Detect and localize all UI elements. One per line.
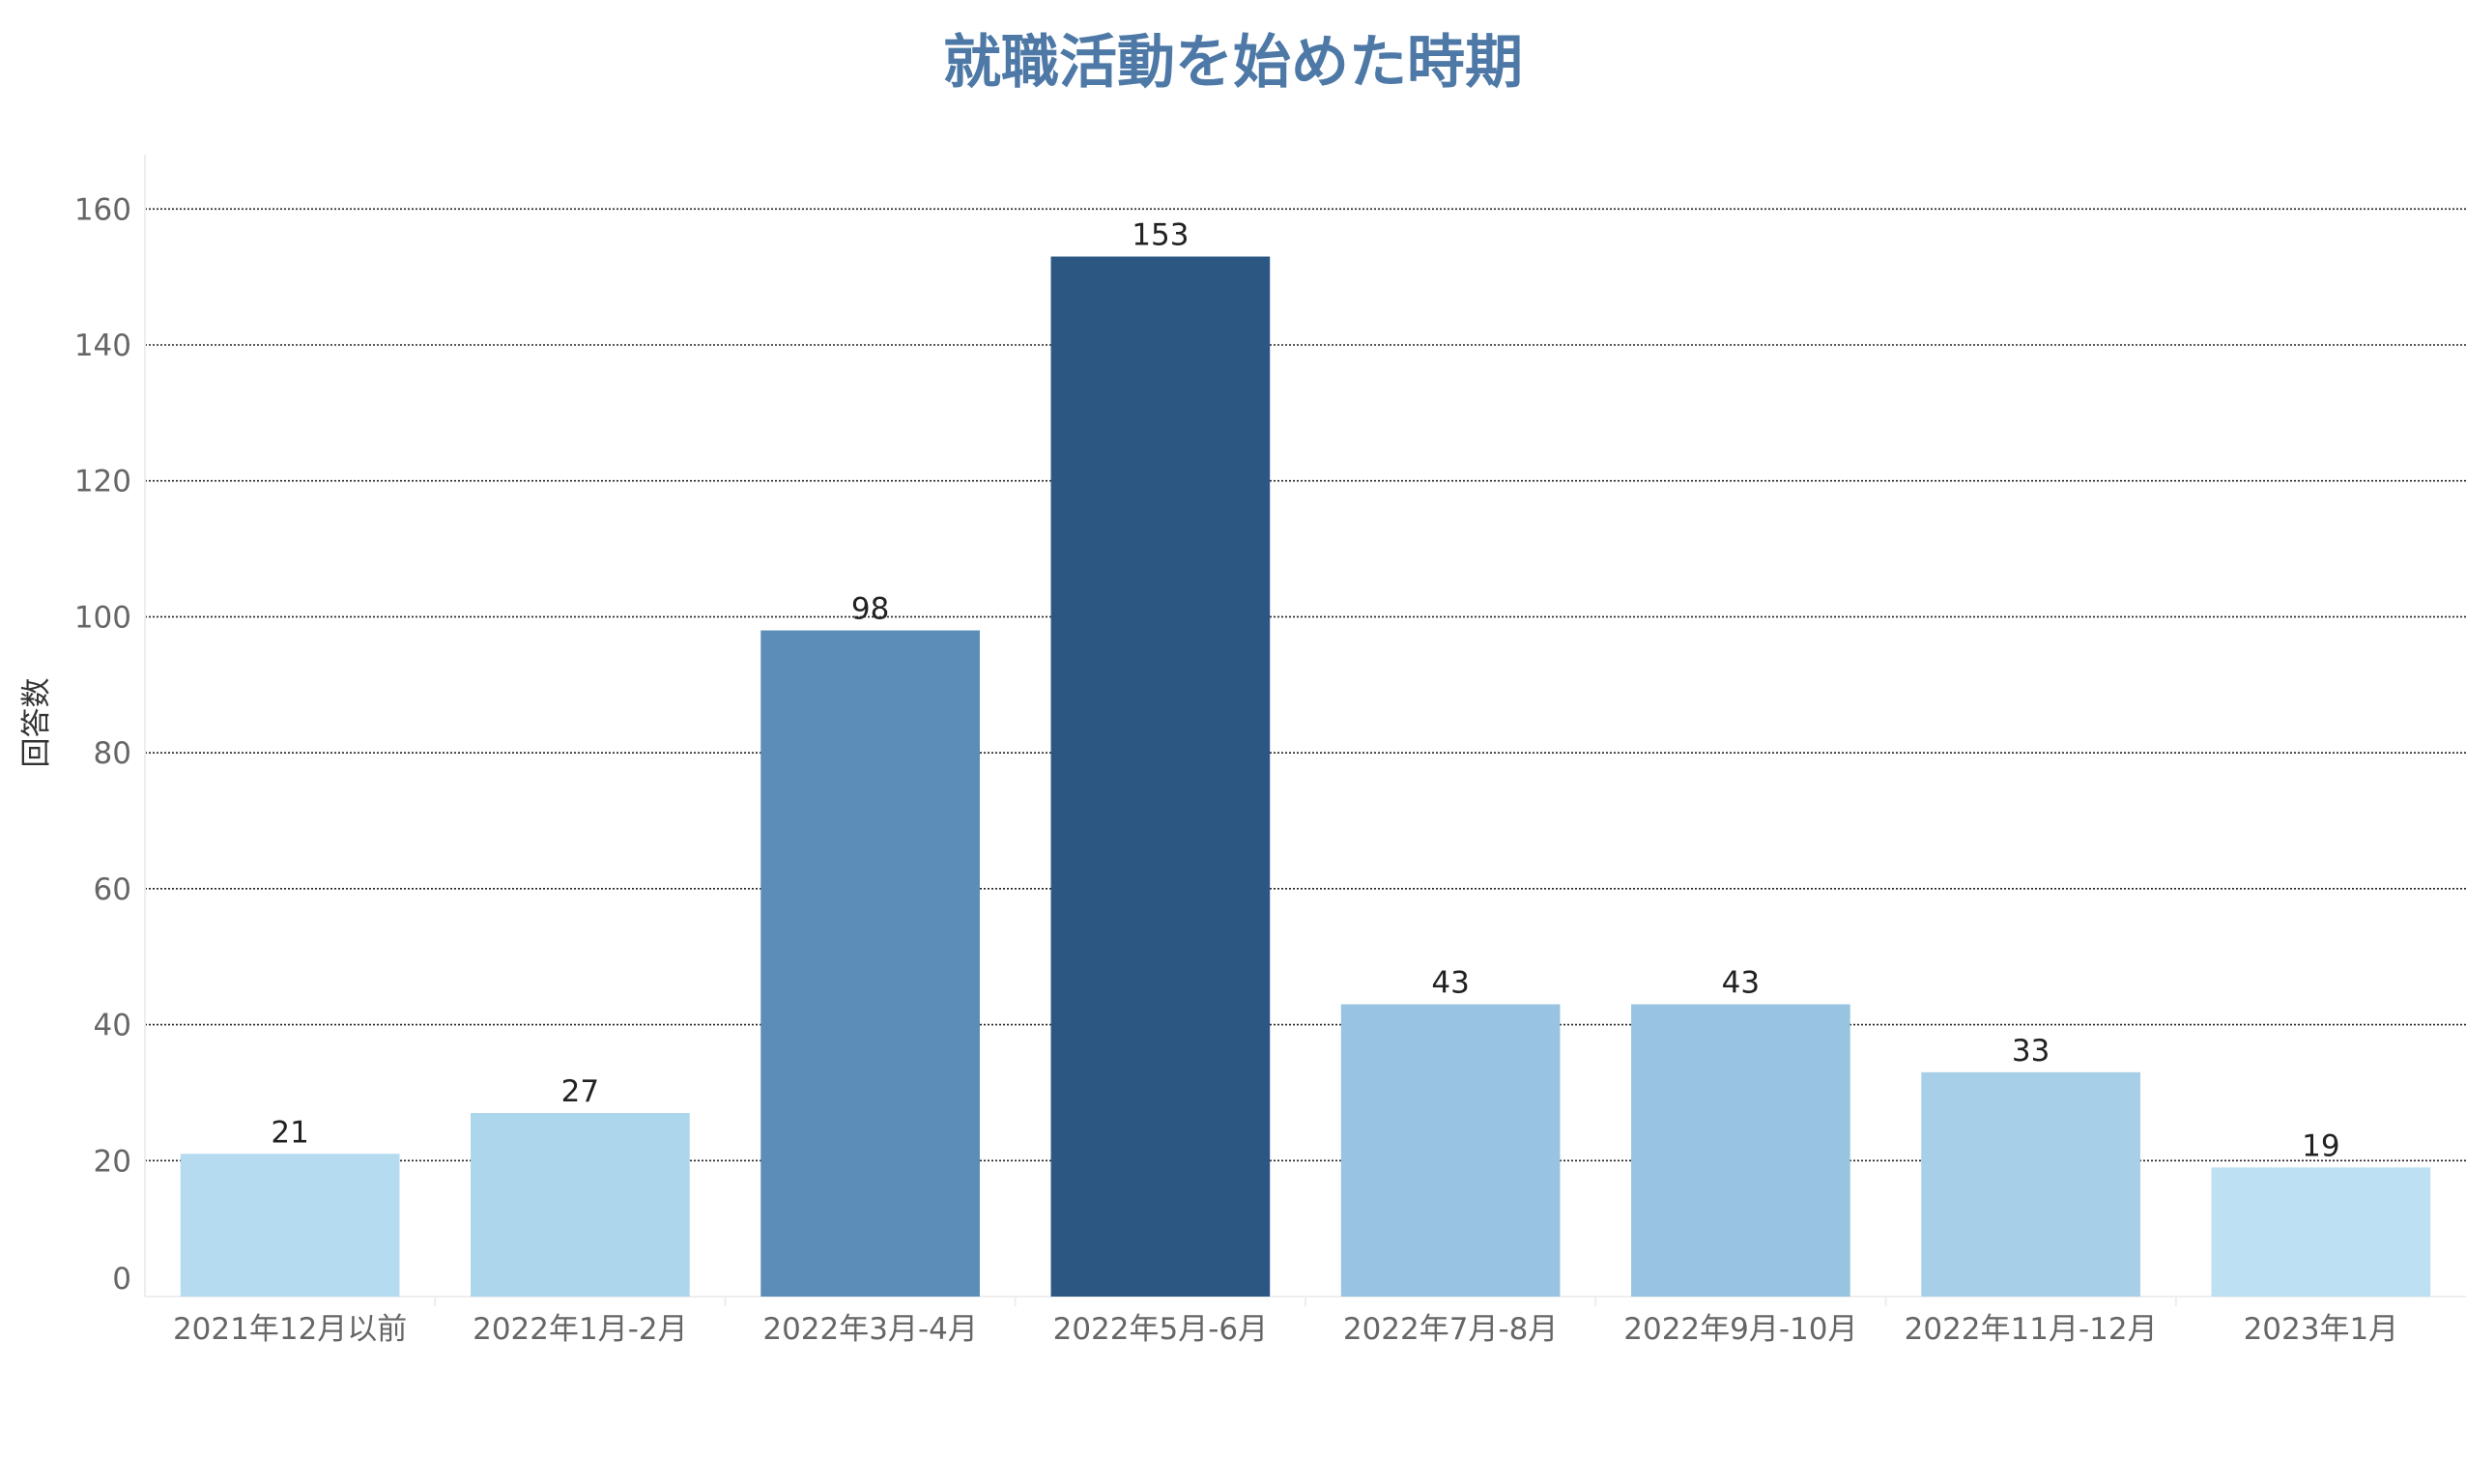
bar xyxy=(2211,1167,2431,1297)
x-tick-label: 2022年7月-8月 xyxy=(1343,1312,1559,1347)
y-tick-label: 140 xyxy=(74,328,131,363)
data-label: 153 xyxy=(1132,218,1189,253)
x-tick-label: 2021年12月以前 xyxy=(173,1312,407,1347)
data-label: 43 xyxy=(1722,965,1760,1000)
bar xyxy=(1050,256,1271,1298)
y-tick-label: 20 xyxy=(94,1144,131,1179)
x-tick-label: 2023年1月 xyxy=(2244,1312,2399,1347)
y-tick-label: 40 xyxy=(94,1009,131,1043)
gridlines xyxy=(145,208,2466,1162)
x-tick-label: 2022年1月-2月 xyxy=(473,1312,688,1347)
data-label: 21 xyxy=(271,1115,308,1150)
data-label: 43 xyxy=(1431,965,1469,1000)
y-tick-label: 100 xyxy=(74,600,131,635)
data-label: 33 xyxy=(2012,1034,2050,1069)
x-tick-label: 2022年11月-12月 xyxy=(1905,1312,2158,1347)
x-tick-label: 2022年5月-6月 xyxy=(1053,1312,1269,1347)
data-labels: 21 27 98 153 43 43 33 19 xyxy=(271,218,2339,1164)
y-tick-label: 160 xyxy=(74,192,131,227)
x-tick-label: 2022年3月-4月 xyxy=(762,1312,978,1347)
bar xyxy=(471,1113,690,1297)
bar xyxy=(1921,1071,2140,1297)
y-tick-label: 120 xyxy=(74,465,131,499)
x-tick-label: 2022年9月-10月 xyxy=(1623,1312,1857,1347)
y-tick-labels: 0 20 40 60 80 100 120 140 160 xyxy=(74,192,131,1297)
chart-title: 就職活動を始めた時期 xyxy=(943,29,1523,97)
bar xyxy=(180,1154,400,1297)
bars xyxy=(180,256,2431,1298)
bar xyxy=(760,630,980,1297)
bar xyxy=(1340,1004,1561,1297)
y-tick-label: 60 xyxy=(94,872,131,907)
y-tick-label: 0 xyxy=(112,1262,131,1297)
bar xyxy=(1631,1004,1850,1297)
data-label: 27 xyxy=(561,1074,599,1109)
x-tick-labels: 2021年12月以前 2022年1月-2月 2022年3月-4月 2022年5月-6月… xyxy=(173,1312,2398,1347)
y-axis-title: 回答数 xyxy=(19,678,54,768)
y-tick-label: 80 xyxy=(94,736,131,771)
data-label: 19 xyxy=(2302,1128,2339,1163)
data-label: 98 xyxy=(851,592,889,627)
